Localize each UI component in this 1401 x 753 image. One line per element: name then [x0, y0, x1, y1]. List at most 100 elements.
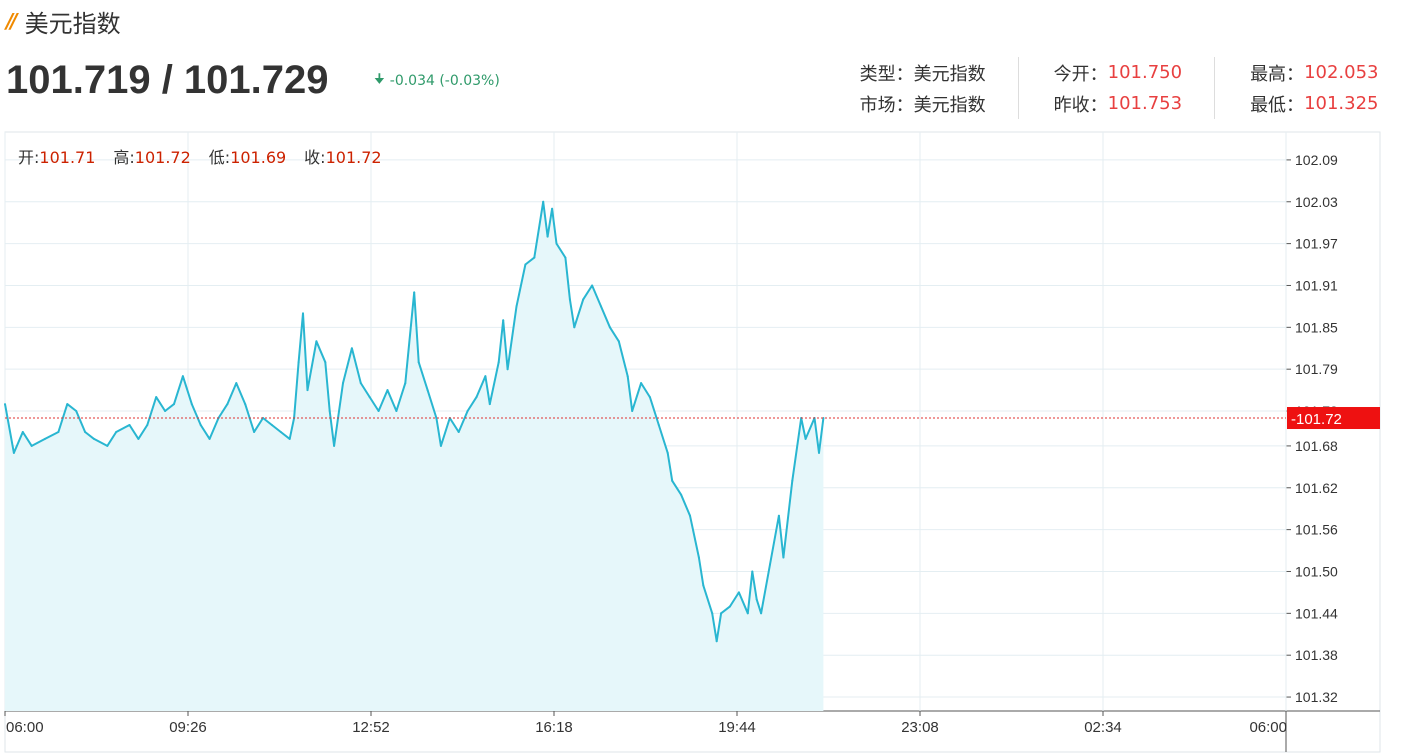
- price-change-text: -0.034 (-0.03%): [389, 73, 500, 89]
- price-point: [386, 389, 389, 392]
- price-point: [791, 479, 794, 482]
- price-point: [711, 612, 714, 615]
- price-point: [648, 396, 651, 399]
- price-point: [297, 361, 300, 364]
- divider: [1017, 57, 1020, 88]
- price-point: [226, 403, 229, 406]
- price-point: [720, 612, 723, 615]
- price-point: [146, 424, 149, 426]
- price-point: [573, 326, 576, 329]
- price-change: 🠋 -0.034 (-0.03%): [374, 70, 500, 92]
- price-point: [689, 514, 691, 517]
- price-point: [324, 361, 327, 364]
- price-point: [417, 361, 420, 364]
- price-point: [302, 312, 304, 315]
- price-point: [333, 444, 336, 447]
- price-point: [751, 570, 754, 573]
- ohlc-open-value: 101.71: [39, 148, 96, 167]
- divider: [1214, 88, 1217, 119]
- price-point: [288, 437, 291, 440]
- price-point: [600, 305, 602, 308]
- price-point: [475, 396, 478, 399]
- price-point: [426, 389, 429, 392]
- price-point: [564, 256, 567, 259]
- y-tick-label: 101.50: [1295, 563, 1338, 579]
- price-point: [244, 403, 247, 406]
- price-point: [173, 403, 175, 406]
- price-point: [697, 556, 700, 559]
- y-tick-label: 102.09: [1295, 152, 1338, 168]
- price-point: [377, 410, 380, 412]
- price-point: [4, 403, 6, 406]
- price-point: [506, 368, 509, 371]
- price-point: [568, 298, 571, 301]
- ohlc-close-label: 收:: [304, 148, 326, 167]
- market-value: 美元指数: [913, 94, 986, 116]
- price-point: [640, 382, 643, 385]
- price-point: [57, 431, 60, 433]
- divider: [1214, 57, 1217, 88]
- type-label: 类型：: [859, 63, 914, 85]
- low-label: 最低：: [1250, 94, 1305, 116]
- price-point: [782, 556, 785, 559]
- x-tick-label: 06:00: [1249, 719, 1287, 736]
- title-slash-icon: //: [6, 9, 17, 33]
- price-point: [769, 563, 771, 566]
- price-point: [760, 612, 763, 615]
- x-tick-label: 02:34: [1084, 719, 1122, 736]
- divider: [1017, 88, 1020, 119]
- price-point: [395, 410, 398, 412]
- open-value: 101.750: [1107, 62, 1183, 83]
- prev-close-value: 101.753: [1107, 93, 1183, 114]
- price-point: [804, 437, 807, 440]
- current-price-label: -101.72: [1291, 411, 1342, 428]
- price-point: [208, 437, 211, 440]
- ohlc-low-label: 低:: [208, 148, 231, 167]
- price-point: [439, 444, 442, 447]
- price-point: [155, 396, 158, 399]
- x-tick-label: 23:08: [901, 719, 939, 736]
- price-point: [671, 479, 674, 482]
- price-point: [729, 605, 731, 608]
- current-price-badge: [1287, 407, 1380, 430]
- price-point: [466, 410, 469, 412]
- y-tick-label: 101.97: [1295, 236, 1338, 252]
- price-point: [66, 403, 69, 406]
- price-point: [199, 424, 202, 426]
- price-point: [533, 256, 536, 259]
- y-tick-label: 101.68: [1295, 438, 1338, 454]
- price-point: [702, 584, 705, 587]
- price-point: [270, 424, 273, 426]
- y-tick-label: 102.03: [1295, 194, 1338, 210]
- price-point: [551, 207, 554, 210]
- price-point: [115, 431, 118, 433]
- price-point: [746, 612, 749, 615]
- ohlc-low-value: 101.69: [230, 148, 287, 167]
- y-tick-label: 101.44: [1295, 605, 1338, 621]
- price-point: [457, 431, 460, 433]
- price-point: [328, 410, 331, 412]
- y-tick-label: 101.91: [1295, 277, 1338, 293]
- price-point: [181, 375, 184, 378]
- price-point: [350, 347, 353, 350]
- y-tick-label: 101.32: [1295, 689, 1338, 705]
- x-tick-label: 16:18: [535, 719, 573, 736]
- price-point: [515, 305, 518, 308]
- price-point: [368, 396, 371, 399]
- price-point: [755, 598, 758, 601]
- open-label: 今开：: [1053, 63, 1108, 85]
- y-tick-label: 101.62: [1295, 480, 1338, 496]
- price-point: [164, 410, 167, 412]
- y-tick-label: 101.79: [1295, 361, 1338, 377]
- x-tick-label: 19:44: [718, 719, 756, 736]
- price-point: [342, 382, 344, 385]
- price-point: [488, 403, 491, 406]
- price-point: [84, 431, 87, 433]
- price-point: [75, 410, 78, 412]
- ohlc-high-label: 高:: [113, 148, 135, 167]
- price-point: [253, 431, 256, 433]
- y-tick-label: 101.38: [1295, 647, 1338, 663]
- price-bid-ask: 101.719 / 101.729: [6, 58, 329, 102]
- price-point: [137, 437, 140, 440]
